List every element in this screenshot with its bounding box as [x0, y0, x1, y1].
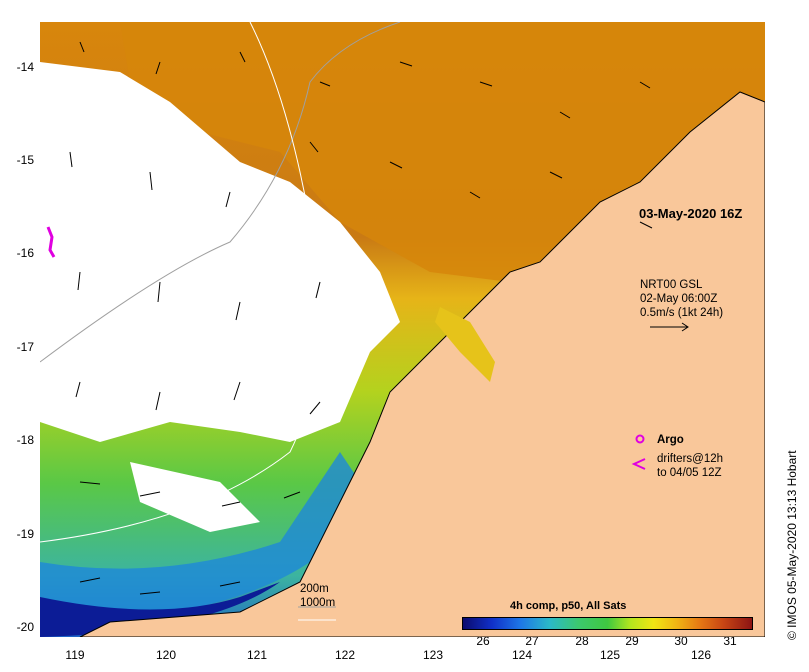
drifters-label-2: to 04/05 12Z: [657, 467, 722, 479]
colorbar-tick: 31: [723, 634, 737, 648]
colorbar-tick: 29: [625, 634, 639, 648]
lat-tick: -15: [16, 153, 34, 167]
current-source-line-1: NRT00 GSL: [640, 279, 703, 291]
drifter-symbol: [631, 458, 646, 470]
lon-tick: 119: [65, 648, 85, 662]
lon-tick: 125: [599, 648, 621, 662]
lat-tick: -14: [16, 60, 34, 74]
argo-label: Argo: [657, 434, 684, 446]
king-sound: [435, 307, 495, 382]
colorbar: [462, 617, 753, 630]
argo-track: [46, 226, 56, 258]
land-mass: [79, 91, 765, 637]
lat-tick: -18: [16, 433, 34, 447]
lon-tick: 123: [422, 648, 444, 662]
lon-tick: 124: [511, 648, 533, 662]
lat-tick: -19: [16, 527, 34, 541]
colorbar-tick: 27: [525, 634, 539, 648]
lon-tick: 120: [155, 648, 177, 662]
contour-1000m-label: 1000m: [300, 597, 336, 609]
date-label: 03-May-2020 16Z: [639, 206, 743, 221]
argo-symbol: [635, 434, 645, 444]
deep-blue-band: [40, 582, 280, 637]
lat-tick: -17: [16, 340, 34, 354]
colorbar-tick: 30: [674, 634, 688, 648]
colorbar-tick: 28: [575, 634, 589, 648]
lat-tick: -16: [16, 246, 34, 260]
colorbar-tick: 26: [476, 634, 490, 648]
no-data-patch: [130, 462, 260, 532]
lat-tick: -20: [16, 620, 34, 634]
scale-arrow: [650, 322, 689, 332]
cool-coastal-band: [40, 452, 360, 622]
sst-map: [40, 22, 765, 637]
lon-tick: 122: [334, 648, 356, 662]
map-panel: [40, 22, 765, 637]
current-scale-label: 0.5m/s (1kt 24h): [640, 307, 724, 319]
contour-200m: [40, 22, 401, 363]
no-data-region: [40, 62, 400, 442]
credit-label: © IMOS 05-May-2020 13:13 Hobart: [785, 450, 799, 640]
contour-200m-label: 200m: [300, 583, 329, 595]
current-vectors: [69, 41, 653, 595]
current-source-line-2: 02-May 06:00Z: [640, 293, 718, 305]
lon-tick: 126: [690, 648, 712, 662]
drifters-label-1: drifters@12h: [657, 453, 724, 465]
contour-1000m: [40, 22, 319, 543]
lon-tick: 121: [246, 648, 268, 662]
colorbar-title: 4h comp, p50, All Sats: [510, 600, 627, 612]
